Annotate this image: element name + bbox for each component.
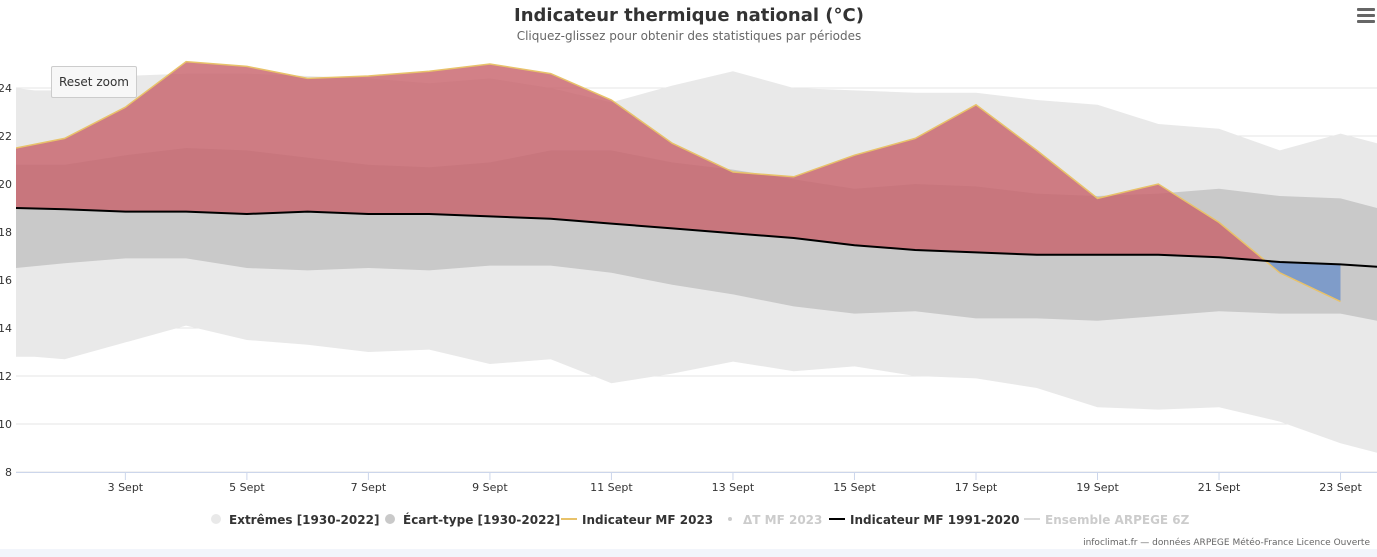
legend-symbol-dot [728, 517, 732, 521]
legend-symbol-circle [385, 514, 395, 524]
legend-label: Ensemble ARPEGE 6Z [1045, 513, 1190, 527]
legend-label: Extrêmes [1930-2022] [229, 513, 379, 527]
hamburger-menu-icon[interactable] [1357, 8, 1375, 26]
x-tick-label: 11 Sept [590, 481, 633, 494]
legend-label: ΔT MF 2023 [743, 513, 822, 527]
plot-lines [16, 60, 1377, 303]
plot-areas [16, 61, 1377, 453]
y-tick-label: 8 [5, 466, 12, 479]
legend-item[interactable]: ΔT MF 2023 [728, 513, 822, 527]
axes: 8 10 12 14 16 18 20 22 24 3 Sept 5 Sept 7 Sept 9 Sep… [0, 82, 1377, 494]
y-tick-label: 18 [0, 226, 12, 239]
x-tick-label: 13 Sept [712, 481, 755, 494]
x-tick-label: 7 Sept [351, 481, 387, 494]
y-tick-label: 16 [0, 274, 12, 287]
legend-item[interactable]: Ensemble ARPEGE 6Z [1024, 513, 1190, 527]
y-tick-label: 14 [0, 322, 12, 335]
legend-label: Indicateur MF 2023 [582, 513, 713, 527]
chart-title: Indicateur thermique national (°C) [514, 5, 864, 26]
anomaly-above-area[interactable] [16, 61, 1266, 261]
x-tick-label: 9 Sept [472, 481, 508, 494]
legend-item[interactable]: Indicateur MF 2023 [561, 513, 713, 527]
x-tick-label: 3 Sept [108, 481, 144, 494]
y-tick-label: 20 [0, 178, 12, 191]
y-tick-label: 24 [0, 82, 12, 95]
mf-1991-2020-line[interactable] [16, 207, 1377, 268]
legend-symbol-circle [211, 514, 221, 524]
x-tick-label: 19 Sept [1076, 481, 1119, 494]
credits[interactable]: infoclimat.fr — données ARPEGE Météo-Fra… [1083, 537, 1370, 548]
legend-item[interactable]: Indicateur MF 1991-2020 [829, 513, 1020, 527]
legend-item[interactable]: Extrêmes [1930-2022] [211, 513, 379, 527]
x-tick-label: 5 Sept [229, 481, 265, 494]
mf-2023-line[interactable] [16, 60, 1341, 303]
x-tick-label: 23 Sept [1319, 481, 1362, 494]
anomaly-below-area[interactable] [1265, 260, 1341, 302]
y-tick-label: 22 [0, 130, 12, 143]
legend-item[interactable]: Écart-type [1930-2022] [385, 512, 560, 527]
bottom-strip [0, 549, 1377, 557]
reset-zoom-button[interactable]: Reset zoom [51, 66, 137, 98]
y-tick-label: 12 [0, 370, 12, 383]
x-tick-label: 17 Sept [955, 481, 998, 494]
x-tick-label: 21 Sept [1198, 481, 1241, 494]
legend: Extrêmes [1930-2022] Écart-type [1930-202… [211, 512, 1190, 527]
legend-label: Indicateur MF 1991-2020 [850, 513, 1020, 527]
legend-label: Écart-type [1930-2022] [403, 512, 560, 527]
x-tick-label: 15 Sept [833, 481, 876, 494]
y-tick-label: 10 [0, 418, 12, 431]
chart-subtitle: Cliquez-glissez pour obtenir des statist… [517, 29, 862, 43]
